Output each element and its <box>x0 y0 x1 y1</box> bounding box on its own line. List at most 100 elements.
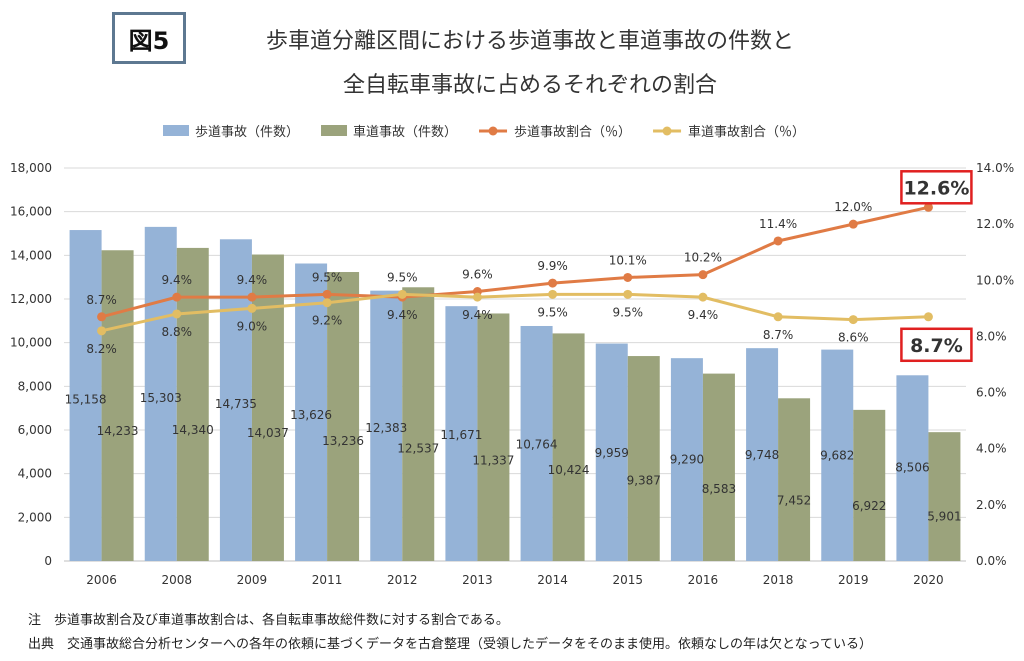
bar-value-label: 9,959 <box>595 446 629 460</box>
line-value-label: 9.6% <box>462 268 493 282</box>
x-tick-label: 2020 <box>913 573 944 587</box>
line-point <box>773 236 783 246</box>
bar-value-label: 11,337 <box>472 454 514 468</box>
y2-tick-label: 6.0% <box>976 386 1007 400</box>
line-point <box>97 312 107 322</box>
highlight-value-label: 8.7% <box>910 335 963 357</box>
y-tick-label: 14,000 <box>10 248 52 262</box>
y-tick-label: 2,000 <box>18 510 52 524</box>
highlight-box <box>900 327 973 363</box>
x-tick-label: 2006 <box>86 573 117 587</box>
bar-value-label: 12,537 <box>397 441 439 455</box>
x-tick-label: 2009 <box>237 573 268 587</box>
bar-value-label: 9,290 <box>670 453 704 467</box>
bar <box>101 250 134 562</box>
bar <box>219 239 252 561</box>
legend-label: 車道事故割合（％） <box>688 124 805 140</box>
line-value-label: 9.4% <box>688 308 719 322</box>
bar <box>176 247 209 561</box>
legend-label: 歩道事故（件数） <box>195 125 299 140</box>
x-tick-label: 2008 <box>161 573 192 587</box>
bar <box>821 349 854 561</box>
title-line-1: 歩車道分離区間における歩道事故と車道事故の件数と <box>265 29 794 54</box>
line-value-label: 9.9% <box>537 259 568 273</box>
line-value-label: 9.2% <box>312 314 343 328</box>
line-point <box>773 312 783 322</box>
bar-value-label: 6,922 <box>852 499 886 513</box>
y2-tick-label: 12.0% <box>976 217 1014 231</box>
y2-tick-label: 10.0% <box>976 273 1014 287</box>
y-tick-label: 4,000 <box>18 467 52 481</box>
y-tick-label: 16,000 <box>10 205 52 219</box>
legend-label: 車道事故（件数） <box>353 125 457 140</box>
line-point <box>97 326 107 336</box>
line-value-label: 8.7% <box>86 293 117 307</box>
bar-value-label: 9,682 <box>820 449 854 463</box>
title-line-2: 全自転車事故に占めるそれぞれの割合 <box>342 73 717 98</box>
legend-swatch <box>662 126 672 136</box>
y2-tick-label: 0.0% <box>976 554 1007 568</box>
line-value-label: 8.7% <box>763 328 794 342</box>
line-value-label: 8.6% <box>838 331 869 345</box>
line-point <box>548 278 558 288</box>
line-value-label: 11.4% <box>759 217 797 231</box>
legend-swatch <box>321 125 348 136</box>
y2-tick-label: 2.0% <box>976 498 1007 512</box>
line-point <box>247 303 257 313</box>
series-line <box>101 292 929 333</box>
x-tick-label: 2011 <box>312 573 343 587</box>
bar <box>477 313 510 561</box>
series-line <box>101 205 929 319</box>
bar <box>445 306 478 561</box>
bar-value-label: 14,233 <box>97 424 139 438</box>
highlight-value-label: 12.6% <box>903 177 969 199</box>
line-point <box>322 298 332 308</box>
bar <box>370 290 403 561</box>
line-value-label: 10.1% <box>609 253 647 267</box>
legend-swatch <box>488 126 498 136</box>
bar <box>928 432 961 561</box>
highlight-box <box>900 170 973 205</box>
x-tick-label: 2012 <box>387 573 418 587</box>
bar <box>552 333 585 561</box>
y-tick-label: 12,000 <box>10 292 52 306</box>
bar-value-label: 5,901 <box>927 509 961 523</box>
bar <box>627 356 660 561</box>
bar <box>896 375 929 561</box>
line-point <box>698 270 708 280</box>
bar-value-label: 9,748 <box>745 448 779 462</box>
line-point <box>623 289 633 299</box>
y2-tick-label: 4.0% <box>976 442 1007 456</box>
bar-value-label: 13,626 <box>290 408 332 422</box>
bar <box>778 398 811 561</box>
bar-value-label: 14,037 <box>247 426 289 440</box>
x-tick-label: 2015 <box>612 573 643 587</box>
x-tick-label: 2013 <box>462 573 493 587</box>
bar <box>144 226 177 561</box>
line-value-label: 9.5% <box>613 305 644 319</box>
line-value-label: 9.4% <box>387 308 418 322</box>
bar <box>853 409 886 561</box>
line-value-label: 9.0% <box>237 319 268 333</box>
bar-value-label: 10,424 <box>548 463 590 477</box>
line-value-label: 12.0% <box>834 200 872 214</box>
line-value-label: 10.2% <box>684 251 722 265</box>
chart-note: 注 歩道事故割合及び車道事故割合は、各自転車事故総件数に対する割合である。 <box>28 613 509 628</box>
legend-label: 歩道事故割合（％） <box>514 124 631 140</box>
legend-swatch <box>163 125 189 136</box>
line-value-label: 8.2% <box>86 342 117 356</box>
line-value-label: 8.8% <box>162 325 193 339</box>
bar-value-label: 15,303 <box>140 391 182 405</box>
bar-value-label: 13,236 <box>322 434 364 448</box>
line-value-label: 9.4% <box>237 273 268 287</box>
line-point <box>172 309 182 319</box>
y-tick-label: 18,000 <box>10 161 52 175</box>
x-tick-label: 2014 <box>537 573 568 587</box>
line-point <box>472 292 482 302</box>
bar <box>595 343 628 561</box>
bar <box>746 348 779 561</box>
bar-value-label: 8,583 <box>702 482 736 496</box>
bar <box>702 373 735 561</box>
bar <box>520 325 553 561</box>
y2-tick-label: 8.0% <box>976 329 1007 343</box>
